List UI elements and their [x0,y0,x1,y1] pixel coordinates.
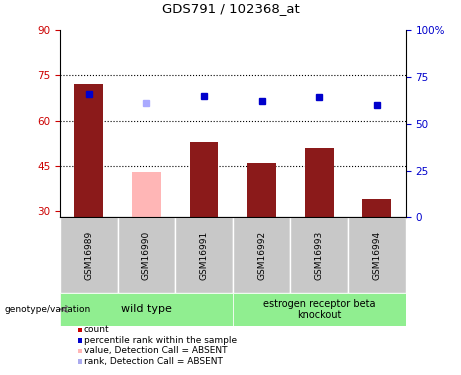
Bar [60,293,233,326]
Bar [132,172,161,217]
Bar [305,148,334,217]
Text: percentile rank within the sample: percentile rank within the sample [84,336,237,345]
Text: GDS791 / 102368_at: GDS791 / 102368_at [162,2,299,15]
Bar [118,217,175,292]
Text: GSM16993: GSM16993 [315,230,324,280]
Text: GSM16992: GSM16992 [257,230,266,280]
Text: GSM16990: GSM16990 [142,230,151,280]
Bar [60,217,118,292]
Bar [74,84,103,218]
Text: value, Detection Call = ABSENT: value, Detection Call = ABSENT [84,346,227,355]
Text: genotype/variation: genotype/variation [5,305,91,314]
Text: estrogen receptor beta
knockout: estrogen receptor beta knockout [263,298,376,320]
Text: count: count [84,326,110,334]
Bar [290,217,348,292]
Bar [247,163,276,218]
Text: wild type: wild type [121,304,172,314]
Text: rank, Detection Call = ABSENT: rank, Detection Call = ABSENT [84,357,223,366]
Bar [233,217,290,292]
Bar [362,200,391,217]
Text: GSM16994: GSM16994 [372,230,381,280]
Bar [175,217,233,292]
Bar [189,142,219,218]
Bar [233,293,406,326]
Bar [348,217,406,292]
Text: GSM16991: GSM16991 [200,230,208,280]
Text: GSM16989: GSM16989 [84,230,93,280]
